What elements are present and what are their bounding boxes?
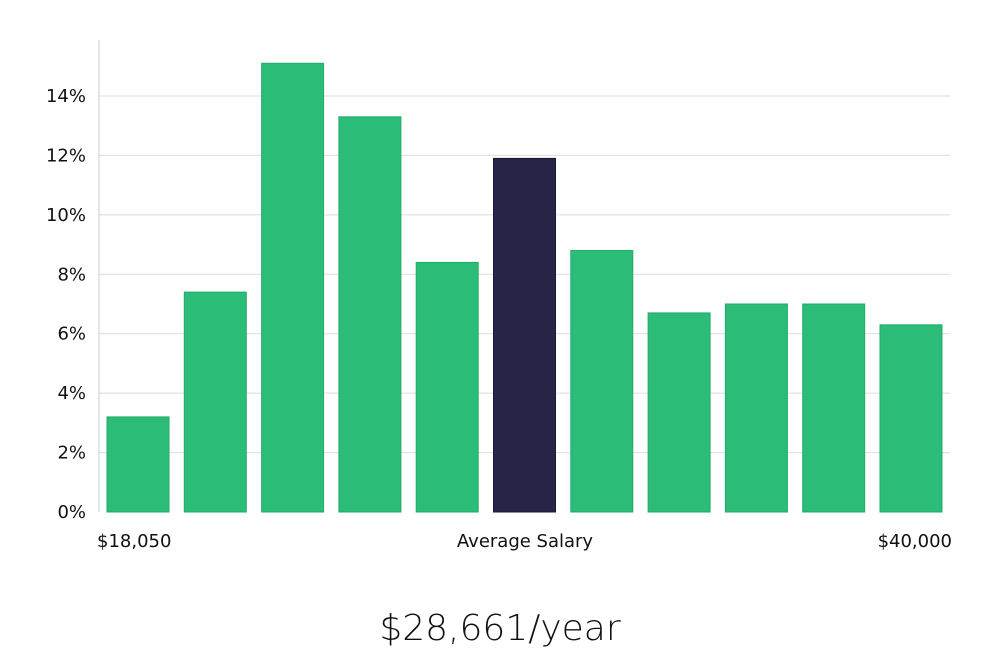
bar: [183, 291, 247, 513]
bar: [802, 303, 866, 513]
x-label-min: $18,050: [97, 531, 171, 552]
bar: [338, 116, 402, 513]
y-tick-label: 10%: [46, 205, 86, 226]
salary-distribution-chart: 0% 2% 4% 6% 8% 10% 12% 14% $18,050 Average Sala…: [46, 40, 952, 552]
bar: [879, 324, 943, 513]
y-tick-label: 2%: [57, 443, 86, 464]
y-axis-ticks: 0% 2% 4% 6% 8% 10% 12% 14%: [46, 86, 86, 523]
x-axis-title: Average Salary: [457, 531, 594, 552]
average-salary-value: $28,661/year: [379, 608, 621, 649]
bar: [724, 303, 788, 513]
bar-highlighted: [493, 157, 556, 513]
bars: [106, 62, 943, 513]
bar: [261, 62, 325, 513]
y-tick-label: 6%: [57, 324, 86, 345]
bar: [415, 261, 479, 513]
y-tick-label: 0%: [57, 502, 86, 523]
y-tick-label: 14%: [46, 86, 86, 107]
y-tick-label: 8%: [57, 264, 86, 285]
bar: [570, 250, 634, 513]
x-label-max: $40,000: [878, 531, 952, 552]
y-tick-label: 4%: [57, 383, 86, 404]
bar: [647, 312, 711, 513]
bar: [106, 416, 170, 513]
y-tick-label: 12%: [46, 145, 86, 166]
